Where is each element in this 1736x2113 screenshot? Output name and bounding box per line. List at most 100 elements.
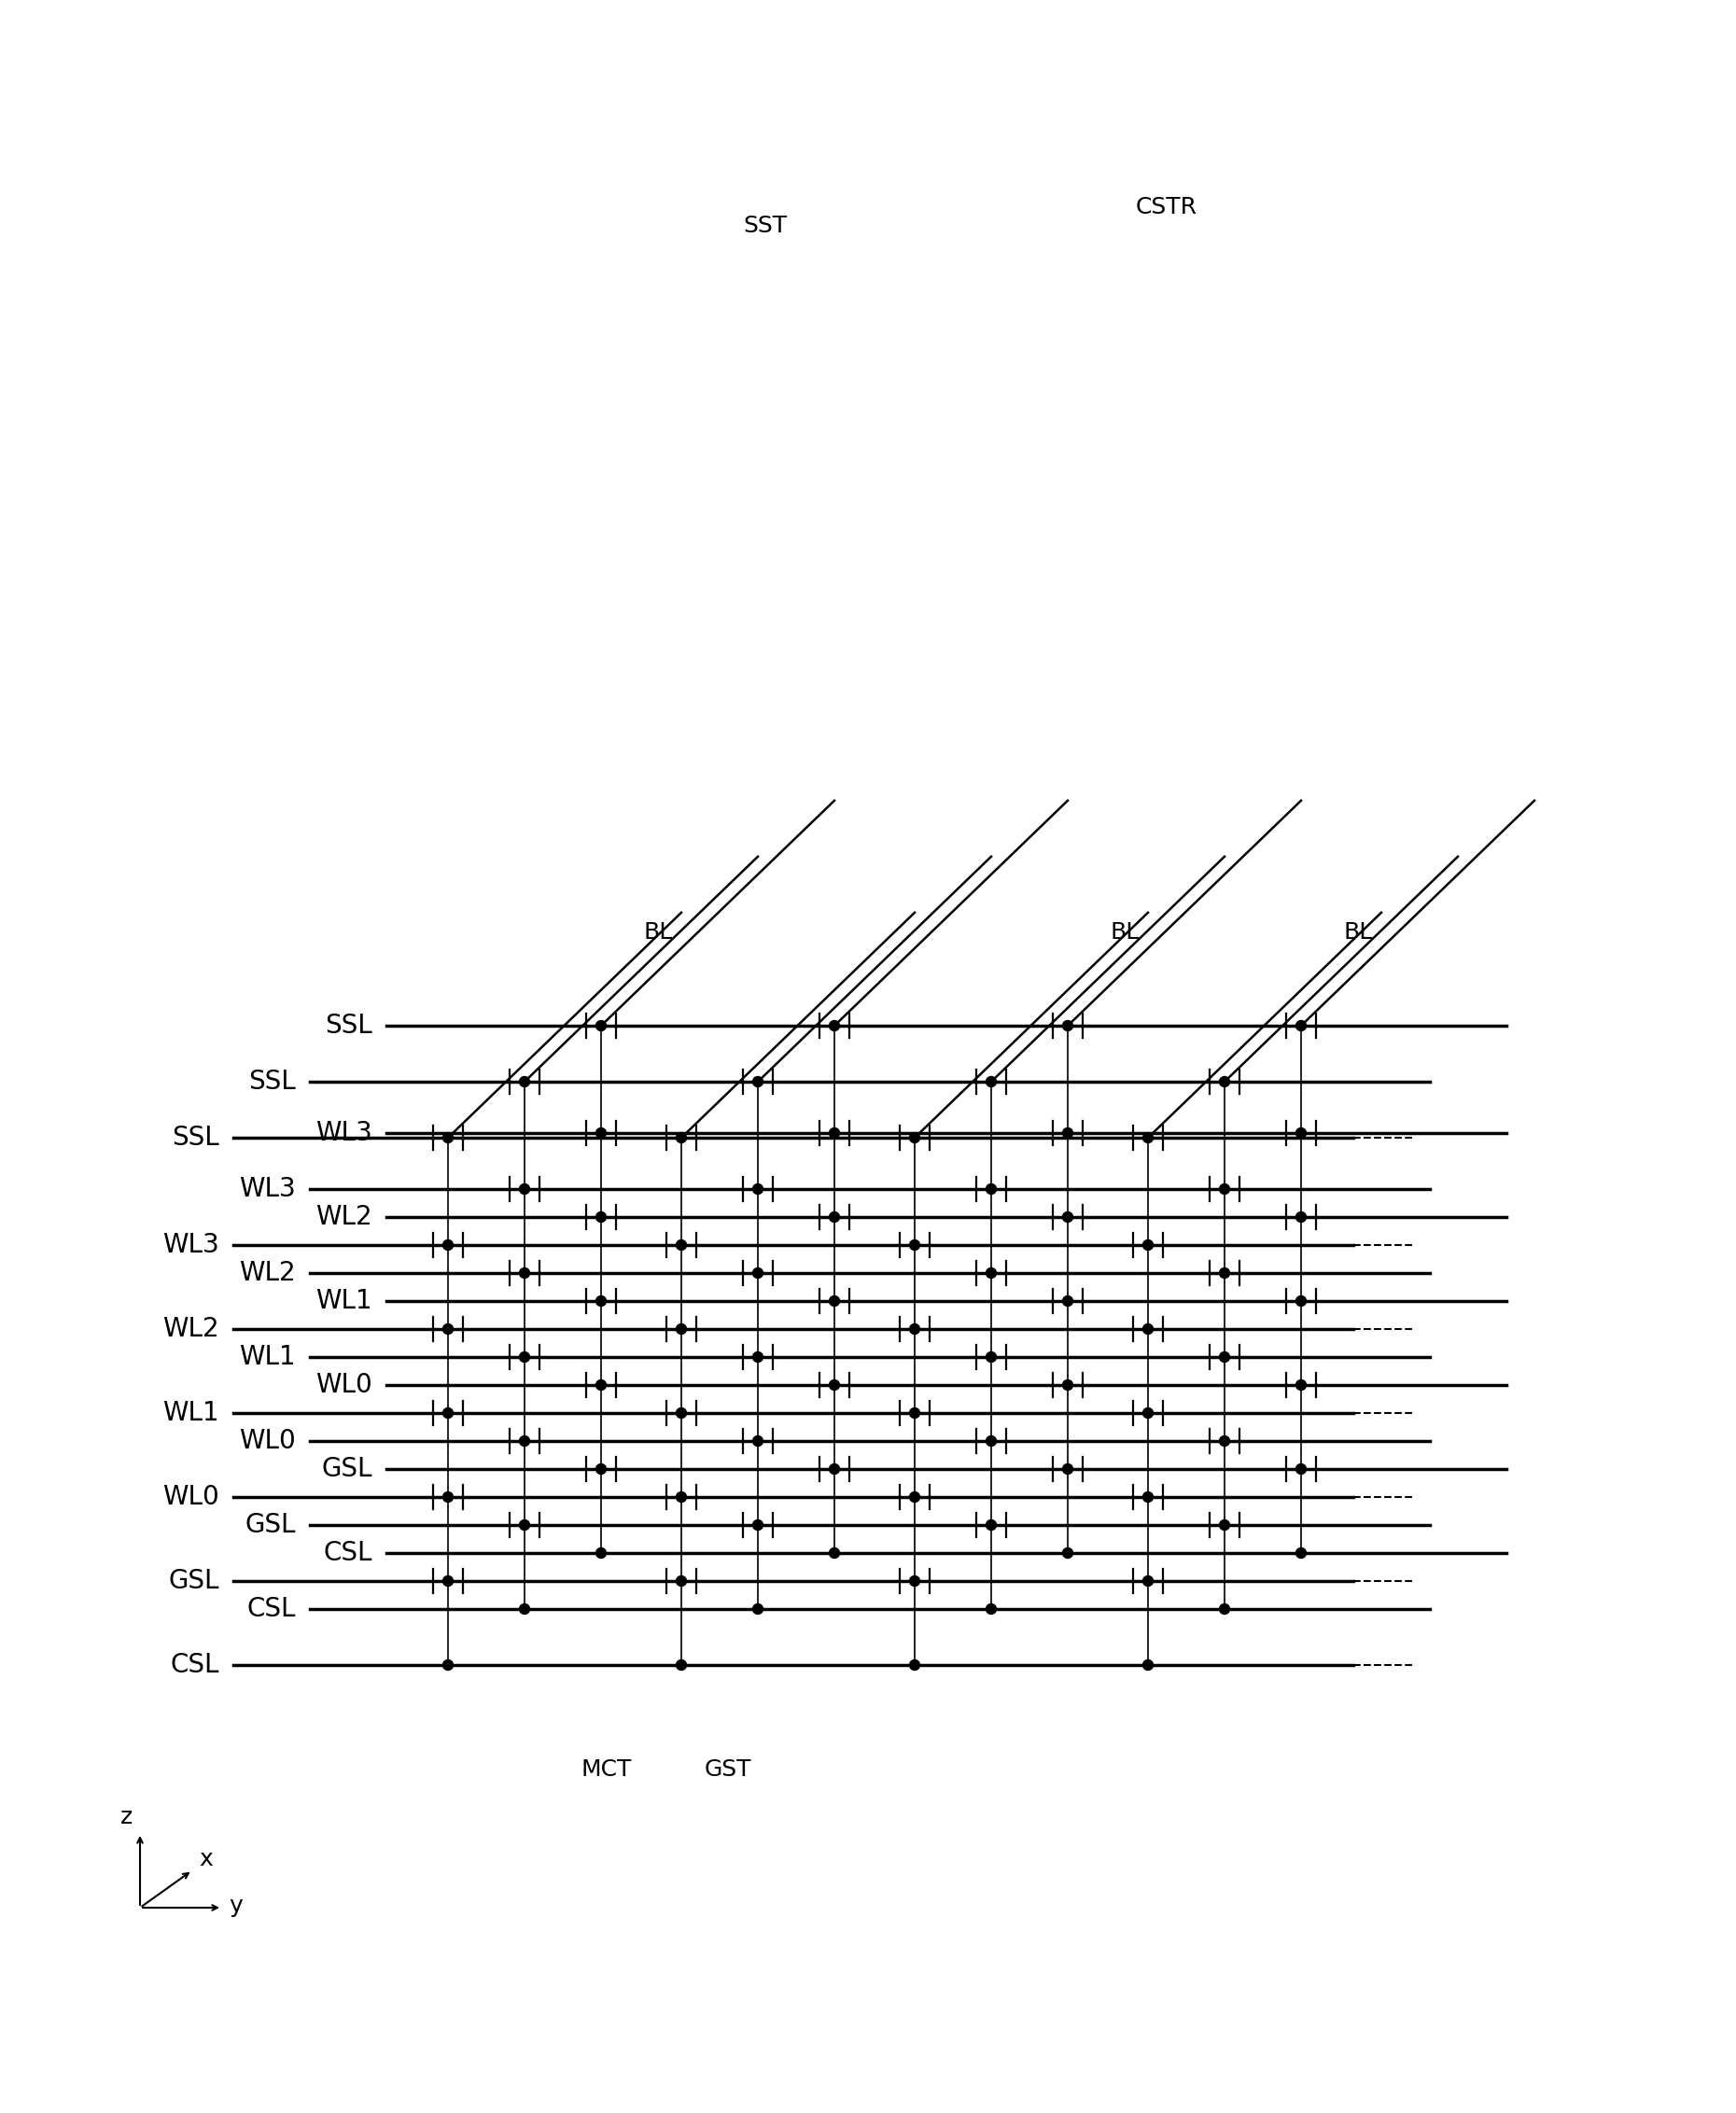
- Circle shape: [1142, 1492, 1153, 1502]
- Text: SSL: SSL: [172, 1124, 219, 1152]
- Text: y: y: [229, 1895, 243, 1916]
- Circle shape: [830, 1464, 840, 1475]
- Text: SSL: SSL: [248, 1069, 295, 1095]
- Circle shape: [1219, 1268, 1229, 1278]
- Circle shape: [1297, 1021, 1305, 1031]
- Text: SSL: SSL: [325, 1012, 373, 1040]
- Circle shape: [1297, 1380, 1305, 1390]
- Circle shape: [910, 1576, 920, 1587]
- Circle shape: [519, 1076, 529, 1086]
- Text: x: x: [200, 1849, 214, 1870]
- Circle shape: [753, 1352, 764, 1363]
- Circle shape: [443, 1133, 453, 1143]
- Circle shape: [986, 1268, 996, 1278]
- Circle shape: [443, 1240, 453, 1251]
- Circle shape: [443, 1661, 453, 1669]
- Circle shape: [595, 1295, 606, 1306]
- Circle shape: [1297, 1295, 1305, 1306]
- Text: GSL: GSL: [168, 1568, 219, 1593]
- Circle shape: [1062, 1549, 1073, 1557]
- Circle shape: [830, 1295, 840, 1306]
- Text: WL0: WL0: [316, 1371, 373, 1399]
- Circle shape: [677, 1661, 686, 1669]
- Circle shape: [1062, 1128, 1073, 1139]
- Text: MCT: MCT: [582, 1758, 632, 1781]
- Circle shape: [443, 1407, 453, 1418]
- Circle shape: [1142, 1661, 1153, 1669]
- Circle shape: [1219, 1352, 1229, 1363]
- Circle shape: [519, 1604, 529, 1614]
- Text: WL1: WL1: [316, 1289, 373, 1314]
- Circle shape: [1297, 1464, 1305, 1475]
- Text: WL3: WL3: [163, 1232, 219, 1257]
- Circle shape: [830, 1128, 840, 1139]
- Circle shape: [1062, 1295, 1073, 1306]
- Circle shape: [910, 1661, 920, 1669]
- Circle shape: [1297, 1213, 1305, 1221]
- Text: BL: BL: [644, 921, 672, 945]
- Circle shape: [1297, 1549, 1305, 1557]
- Circle shape: [753, 1183, 764, 1194]
- Circle shape: [677, 1240, 686, 1251]
- Text: WL2: WL2: [240, 1259, 295, 1287]
- Circle shape: [910, 1492, 920, 1502]
- Circle shape: [1142, 1576, 1153, 1587]
- Circle shape: [677, 1407, 686, 1418]
- Circle shape: [595, 1549, 606, 1557]
- Circle shape: [753, 1437, 764, 1445]
- Text: CSL: CSL: [170, 1652, 219, 1678]
- Circle shape: [986, 1519, 996, 1530]
- Text: CSL: CSL: [323, 1540, 373, 1566]
- Circle shape: [830, 1213, 840, 1221]
- Circle shape: [830, 1380, 840, 1390]
- Circle shape: [595, 1021, 606, 1031]
- Circle shape: [910, 1133, 920, 1143]
- Text: z: z: [120, 1807, 132, 1828]
- Circle shape: [595, 1380, 606, 1390]
- Circle shape: [1062, 1380, 1073, 1390]
- Circle shape: [443, 1492, 453, 1502]
- Text: WL0: WL0: [163, 1483, 219, 1511]
- Text: WL2: WL2: [316, 1204, 373, 1230]
- Text: WL3: WL3: [316, 1120, 373, 1145]
- Circle shape: [1142, 1133, 1153, 1143]
- Circle shape: [677, 1576, 686, 1587]
- Circle shape: [519, 1519, 529, 1530]
- Circle shape: [595, 1464, 606, 1475]
- Circle shape: [1219, 1076, 1229, 1086]
- Text: GSL: GSL: [245, 1513, 295, 1538]
- Circle shape: [1142, 1407, 1153, 1418]
- Circle shape: [753, 1268, 764, 1278]
- Circle shape: [1062, 1021, 1073, 1031]
- Circle shape: [753, 1519, 764, 1530]
- Circle shape: [677, 1325, 686, 1333]
- Circle shape: [1219, 1183, 1229, 1194]
- Circle shape: [1219, 1519, 1229, 1530]
- Circle shape: [595, 1128, 606, 1139]
- Circle shape: [519, 1183, 529, 1194]
- Circle shape: [1219, 1437, 1229, 1445]
- Circle shape: [910, 1407, 920, 1418]
- Text: BL: BL: [1109, 921, 1139, 945]
- Circle shape: [1142, 1240, 1153, 1251]
- Circle shape: [1142, 1325, 1153, 1333]
- Circle shape: [910, 1325, 920, 1333]
- Circle shape: [986, 1183, 996, 1194]
- Circle shape: [753, 1076, 764, 1086]
- Circle shape: [1062, 1464, 1073, 1475]
- Circle shape: [443, 1325, 453, 1333]
- Circle shape: [519, 1268, 529, 1278]
- Circle shape: [986, 1437, 996, 1445]
- Circle shape: [753, 1604, 764, 1614]
- Circle shape: [986, 1352, 996, 1363]
- Text: WL2: WL2: [163, 1316, 219, 1342]
- Text: GSL: GSL: [321, 1456, 373, 1481]
- Text: CSTR: CSTR: [1135, 197, 1198, 218]
- Circle shape: [443, 1576, 453, 1587]
- Circle shape: [677, 1492, 686, 1502]
- Text: SST: SST: [743, 216, 788, 237]
- Circle shape: [677, 1133, 686, 1143]
- Circle shape: [1297, 1128, 1305, 1139]
- Text: GST: GST: [705, 1758, 752, 1781]
- Circle shape: [519, 1437, 529, 1445]
